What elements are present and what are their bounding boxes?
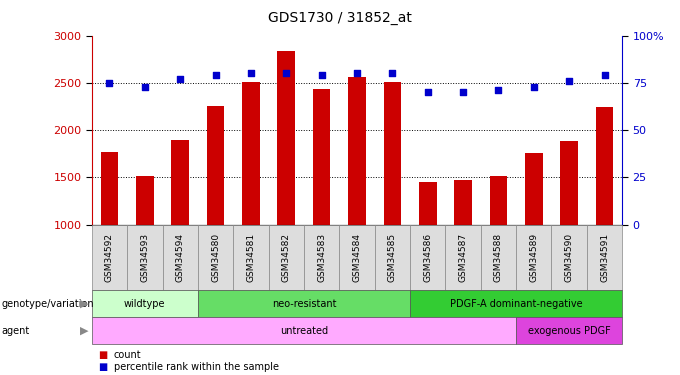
Point [528, 84, 539, 90]
Text: GSM34591: GSM34591 [600, 233, 609, 282]
Text: GSM34593: GSM34593 [140, 233, 150, 282]
Text: GSM34594: GSM34594 [175, 233, 185, 282]
Text: GSM34589: GSM34589 [529, 233, 539, 282]
Text: GSM34590: GSM34590 [564, 233, 574, 282]
Text: GSM34585: GSM34585 [388, 233, 397, 282]
Text: GSM34588: GSM34588 [494, 233, 503, 282]
Text: GSM34582: GSM34582 [282, 233, 291, 282]
Bar [454, 180, 472, 225]
Point [281, 70, 292, 76]
Point [139, 84, 150, 90]
Point [422, 89, 433, 95]
Point [387, 70, 398, 76]
Point [104, 80, 115, 86]
Text: count: count [114, 350, 141, 360]
Bar [490, 176, 507, 225]
Bar [136, 176, 154, 225]
Bar [560, 141, 578, 225]
Point [352, 70, 362, 76]
Text: GSM34584: GSM34584 [352, 233, 362, 282]
Text: agent: agent [1, 326, 30, 336]
Point [316, 72, 327, 78]
Bar [384, 82, 401, 225]
Bar [277, 51, 295, 225]
Text: ▶: ▶ [80, 326, 88, 336]
Text: untreated: untreated [280, 326, 328, 336]
Text: ■: ■ [99, 362, 108, 372]
Point [493, 87, 504, 93]
Point [245, 70, 256, 76]
Point [599, 72, 610, 78]
Point [564, 78, 575, 84]
Text: GSM34587: GSM34587 [458, 233, 468, 282]
Text: GSM34580: GSM34580 [211, 233, 220, 282]
Text: GSM34586: GSM34586 [423, 233, 432, 282]
Bar [348, 77, 366, 225]
Text: GDS1730 / 31852_at: GDS1730 / 31852_at [268, 11, 412, 25]
Text: GSM34592: GSM34592 [105, 233, 114, 282]
Text: percentile rank within the sample: percentile rank within the sample [114, 362, 279, 372]
Bar [207, 105, 224, 225]
Text: wildtype: wildtype [124, 299, 166, 309]
Bar [313, 90, 330, 225]
Point [175, 76, 186, 82]
Bar [242, 82, 260, 225]
Text: GSM34583: GSM34583 [317, 233, 326, 282]
Text: neo-resistant: neo-resistant [272, 299, 336, 309]
Bar [525, 153, 543, 225]
Text: exogenous PDGF: exogenous PDGF [528, 326, 611, 336]
Text: genotype/variation: genotype/variation [1, 299, 94, 309]
Text: GSM34581: GSM34581 [246, 233, 256, 282]
Bar [419, 182, 437, 225]
Text: ■: ■ [99, 350, 108, 360]
Bar [101, 152, 118, 225]
Text: PDGF-A dominant-negative: PDGF-A dominant-negative [449, 299, 583, 309]
Bar [171, 140, 189, 225]
Text: ▶: ▶ [80, 299, 88, 309]
Point [458, 89, 469, 95]
Point [210, 72, 221, 78]
Bar [596, 108, 613, 225]
